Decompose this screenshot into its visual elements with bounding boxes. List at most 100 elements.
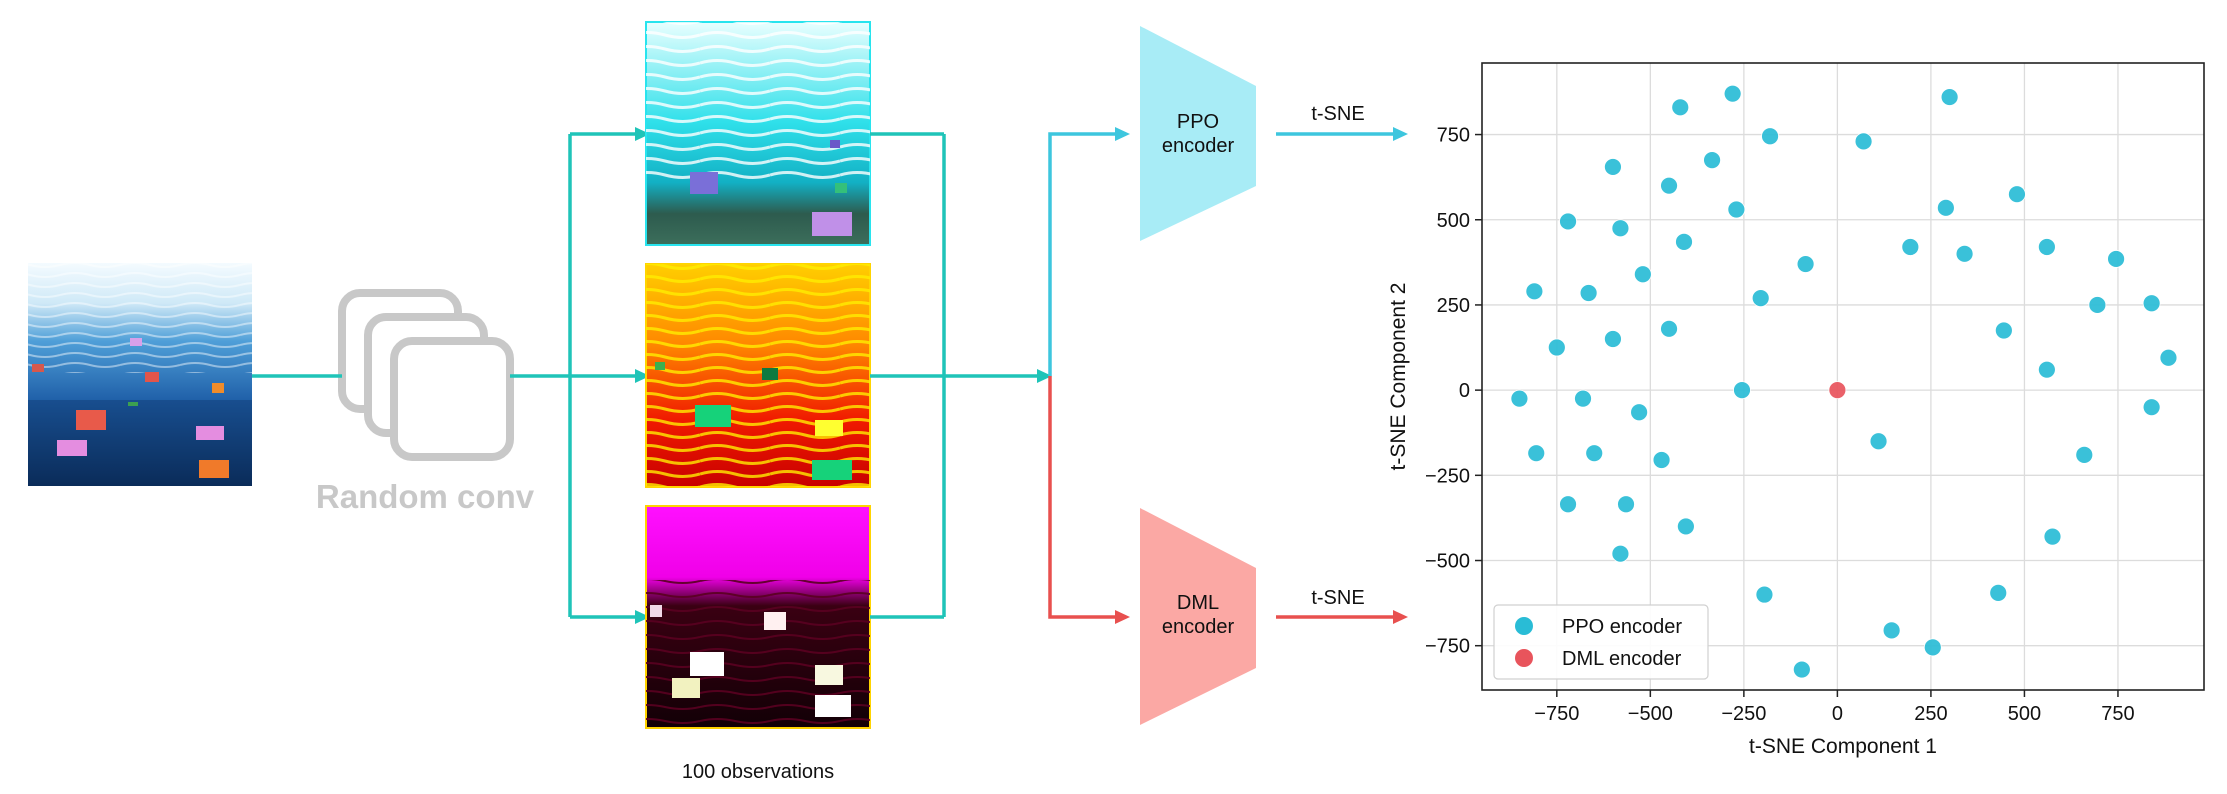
dml-encoder: DML encoder: [1140, 508, 1256, 725]
ppo-encoder-point: [2088, 296, 2107, 314]
source-observation-image: [28, 263, 252, 486]
y-tick-label: 0: [1459, 380, 1470, 402]
ppo-encoder-point: [1611, 544, 1630, 563]
y-tick-label: −500: [1425, 551, 1470, 573]
x-tick-label: 750: [2101, 703, 2134, 725]
tsne-bottom-arrowhead: [1393, 610, 1408, 624]
ppo-encoder-point: [1547, 338, 1566, 357]
legend-box: [1493, 604, 1709, 680]
ppo-encoder-point: [1955, 244, 1974, 263]
augmented-image-magenta: [645, 505, 871, 729]
dml-arrowhead: [1115, 610, 1130, 624]
tsne-bottom-label: t-SNE: [1311, 587, 1364, 609]
merge-arrowhead: [1037, 369, 1052, 383]
ppo-encoder-point: [2107, 250, 2125, 268]
ppo-encoder-point: [1727, 200, 1746, 219]
plot-frame: [1481, 62, 2205, 691]
legend-marker: [1515, 649, 1533, 667]
ppo-encoder-point: [1559, 212, 1577, 231]
ppo-encoder-point: [1675, 232, 1693, 251]
ppo-encoder: PPO encoder: [1140, 26, 1256, 241]
ppo-encoder-point: [1574, 389, 1592, 408]
ppo-encoder-point: [1755, 585, 1774, 604]
ppo-encoder-point: [1579, 284, 1598, 302]
dml-encoder-label-line1: DML: [1177, 592, 1219, 614]
ppo-encoder-label-line1: PPO: [1177, 111, 1219, 133]
y-axis-label: t-SNE Component 2: [1387, 283, 1410, 471]
ppo-encoder-point: [1733, 381, 1751, 400]
ppo-encoder-point: [1854, 132, 1873, 151]
ppo-encoder-point: [1611, 219, 1630, 238]
ppo-encoder-point: [1901, 238, 1920, 256]
ppo-arrowhead: [1115, 127, 1130, 141]
ppo-encoder-point: [1882, 621, 1901, 640]
ppo-encoder-point: [1796, 255, 1815, 273]
ppo-encoder-point: [1525, 282, 1544, 301]
ppo-encoder-point: [2043, 527, 2062, 546]
ppo-encoder-point: [1660, 319, 1678, 338]
tsne-arrows: [1276, 132, 1396, 619]
x-axis-label: t-SNE Component 1: [1749, 735, 1937, 758]
augmented-image-orange: [645, 263, 871, 488]
observations-caption: 100 observations: [682, 761, 834, 783]
random-conv-icon: [338, 289, 514, 461]
augmented-image-cyan: [645, 21, 871, 246]
fish-sprites: [32, 338, 229, 478]
ppo-encoder-point: [1703, 151, 1721, 170]
tsne-scatter-plot: −750 −500 −250 0 250 500 750 −750 −500 −250 0 250 50…: [1387, 62, 2205, 758]
plot-legend: PPO encoder DML encoder: [1493, 604, 1709, 680]
ppo-encoder-point: [1723, 84, 1742, 103]
ppo-encoder-point: [2037, 238, 2056, 256]
dml-encoder-point: [1828, 381, 1847, 400]
x-tick-label: −500: [1628, 703, 1673, 725]
y-tick-label: −750: [1425, 636, 1470, 658]
ppo-encoder-point: [2037, 360, 2056, 379]
x-tick-label: 0: [1832, 703, 1843, 725]
branch-arrowheads: [635, 127, 650, 624]
legend-marker: [1515, 617, 1533, 635]
x-tick-label: 500: [2008, 703, 2041, 725]
ppo-encoder-point: [2075, 445, 2094, 464]
x-tick-label: −250: [1721, 703, 1766, 725]
y-tick-label: 250: [1437, 295, 1470, 317]
merge-arrows: [870, 132, 1040, 619]
ppo-encoder-point: [1630, 403, 1649, 422]
ppo-encoder-point: [1792, 660, 1811, 679]
ppo-encoder-point: [1617, 495, 1635, 514]
plot-grid: [1482, 63, 2204, 690]
encoder-routing: [1048, 132, 1118, 619]
tsne-top-label: t-SNE: [1311, 103, 1364, 125]
ppo-encoder-point: [1527, 444, 1546, 463]
y-tick-label: 750: [1437, 125, 1470, 147]
plot-points: [1510, 84, 2178, 679]
ppo-encoder-point: [1510, 389, 1529, 408]
ppo-encoder-point: [1989, 583, 2008, 602]
ppo-encoder-point: [1869, 432, 1888, 451]
ppo-encoder-point: [2008, 185, 2026, 204]
ppo-encoder-point: [1994, 321, 2013, 340]
ppo-encoder-point: [1652, 451, 1671, 469]
random-conv-label: Random conv: [316, 478, 535, 515]
tsne-top-arrowhead: [1393, 127, 1408, 141]
ppo-encoder-label-line2: encoder: [1162, 135, 1235, 157]
ppo-encoder-point: [1585, 444, 1604, 463]
ppo-encoder-point: [1936, 198, 1955, 217]
x-tick-label: 250: [1914, 703, 1947, 725]
x-tick-label: −750: [1534, 703, 1579, 725]
y-tick-label: −250: [1425, 465, 1470, 487]
ppo-encoder-point: [1671, 98, 1690, 117]
ppo-encoder-point: [1604, 158, 1622, 176]
ppo-encoder-point: [2159, 348, 2178, 367]
dml-encoder-label-line2: encoder: [1162, 616, 1235, 638]
ppo-encoder-point: [1676, 517, 1695, 536]
ppo-encoder-point: [1751, 289, 1770, 308]
ppo-encoder-point: [2142, 398, 2161, 417]
branch-arrows: [252, 132, 637, 619]
ppo-encoder-point: [1761, 127, 1779, 146]
ppo-encoder-point: [2142, 294, 2161, 313]
ppo-encoder-point: [1923, 638, 1942, 657]
ppo-encoder-point: [1940, 88, 1959, 106]
ppo-encoder-point: [1633, 265, 1652, 284]
plot-ticks: −750 −500 −250 0 250 500 750 −750 −500 −250 0 250 50…: [1425, 125, 2135, 725]
